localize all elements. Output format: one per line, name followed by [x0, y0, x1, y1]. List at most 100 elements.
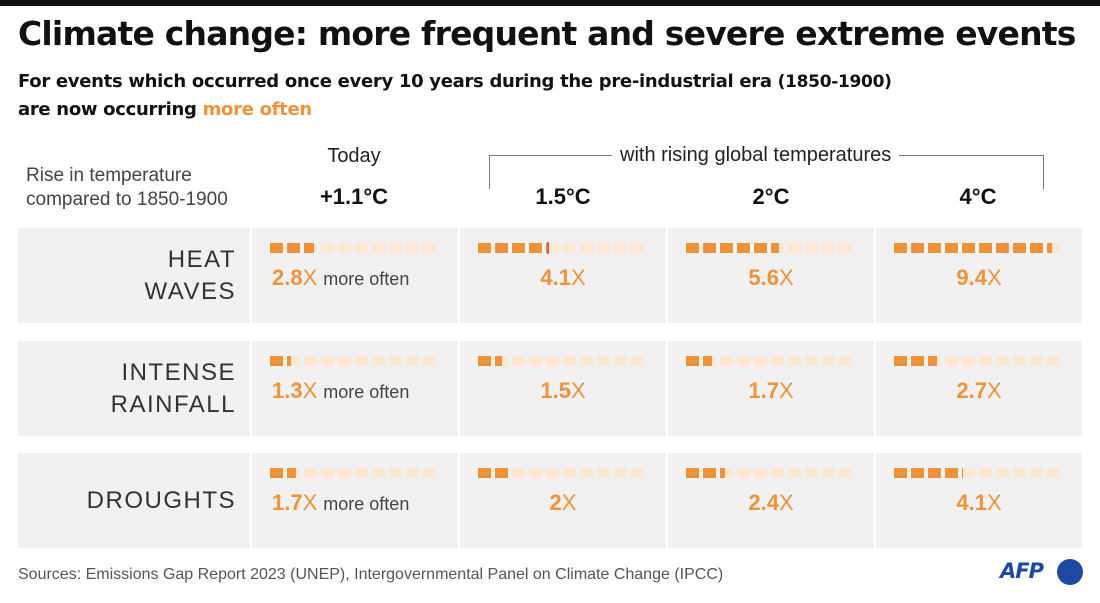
top-rule	[0, 0, 1100, 6]
value-label: 4.1X	[460, 265, 666, 291]
unit-square	[580, 356, 593, 366]
unit-square-fill	[287, 468, 297, 478]
unit-square	[512, 356, 525, 366]
unit-square	[563, 356, 576, 366]
unit-square-fill	[962, 243, 975, 253]
unit-square	[614, 243, 627, 253]
subtitle-part-2: during the pre-industrial era	[489, 71, 772, 92]
unit-square	[911, 243, 924, 253]
value-suffix: more often	[323, 269, 410, 289]
unit-square	[1030, 356, 1043, 366]
unit-square-fill	[495, 356, 502, 366]
value-number: 1.7	[748, 378, 779, 403]
unit-square	[631, 468, 644, 478]
unit-square	[372, 356, 385, 366]
unit-square	[788, 243, 801, 253]
value-label: 2.4X	[668, 490, 874, 516]
value-number: 4.1	[540, 265, 571, 290]
afp-logo: AFP	[1000, 558, 1085, 588]
value-unit: X	[986, 490, 1002, 515]
rise-label-line-2: compared to 1850-1900	[26, 189, 228, 210]
cell-heat-waves-1: 4.1X	[460, 228, 666, 323]
unit-square	[703, 243, 716, 253]
unit-square-fill	[529, 243, 542, 253]
unit-square-fill	[478, 356, 491, 366]
chart-title: Climate change: more frequent and severe…	[18, 14, 1076, 53]
column-temp-today: +1.1°C	[319, 184, 389, 209]
column-temp-1-5: 1.5°C	[535, 184, 591, 209]
unit-square	[614, 356, 627, 366]
row-label-heat-waves: HEAT WAVES	[18, 228, 250, 323]
unit-square	[529, 468, 542, 478]
unit-square	[287, 356, 300, 366]
value-number: 2	[549, 490, 562, 515]
unit-squares	[686, 356, 856, 366]
unit-square	[737, 243, 750, 253]
unit-square	[703, 356, 716, 366]
unit-square-fill	[754, 243, 767, 253]
unit-square-fill	[287, 243, 300, 253]
unit-square	[338, 468, 351, 478]
cell-droughts-1: 2X	[460, 453, 666, 548]
cell-intense-rainfall-3: 2.7X	[876, 341, 1082, 436]
unit-square	[928, 356, 941, 366]
unit-square	[720, 356, 733, 366]
unit-square	[945, 468, 958, 478]
unit-square	[304, 243, 317, 253]
unit-square	[962, 243, 975, 253]
value-label: 1.3X more often	[272, 378, 478, 404]
unit-square	[945, 243, 958, 253]
cell-droughts-3: 4.1X	[876, 453, 1082, 548]
unit-square	[1013, 356, 1026, 366]
unit-square	[614, 468, 627, 478]
value-label: 1.5X	[460, 378, 666, 404]
unit-square	[423, 468, 436, 478]
unit-square	[270, 243, 283, 253]
unit-square	[389, 243, 402, 253]
unit-square	[771, 356, 784, 366]
source-note: Sources: Emissions Gap Report 2023 (UNEP…	[18, 566, 724, 583]
unit-square-fill	[686, 356, 699, 366]
unit-square	[495, 356, 508, 366]
unit-squares	[478, 356, 648, 366]
unit-square	[979, 468, 992, 478]
unit-square	[754, 356, 767, 366]
subtitle-part-4: are now occurring	[18, 99, 197, 120]
unit-squares	[894, 468, 1064, 478]
unit-square	[372, 243, 385, 253]
row-label-intense-rainfall: INTENSE RAINFALL	[18, 341, 250, 436]
value-unit: X	[302, 378, 318, 403]
unit-square	[737, 356, 750, 366]
unit-square	[894, 243, 907, 253]
value-unit: X	[986, 265, 1002, 290]
unit-square-fill	[478, 468, 491, 478]
unit-squares	[478, 242, 648, 254]
unit-square-fill	[703, 243, 716, 253]
unit-square	[406, 468, 419, 478]
cell-heat-waves-2: 5.6X	[668, 228, 874, 323]
value-number: 1.3	[272, 378, 303, 403]
value-unit: X	[561, 490, 577, 515]
unit-square	[928, 468, 941, 478]
unit-square	[580, 243, 593, 253]
unit-square	[597, 468, 610, 478]
subtitle-period: (1850-1900)	[777, 72, 892, 92]
cell-intense-rainfall-1: 1.5X	[460, 341, 666, 436]
unit-square	[686, 356, 699, 366]
value-number: 1.5	[540, 378, 571, 403]
group-label: with rising global temperatures	[612, 144, 900, 167]
value-label: 1.7X	[668, 378, 874, 404]
unit-square	[686, 468, 699, 478]
value-number: 2.7	[956, 378, 987, 403]
unit-square-fill	[703, 356, 713, 366]
unit-square	[304, 468, 317, 478]
unit-square	[389, 356, 402, 366]
unit-square-fill	[287, 356, 291, 366]
value-number: 1.7	[272, 490, 303, 515]
unit-square	[478, 243, 491, 253]
unit-square-fill	[945, 243, 958, 253]
unit-square	[805, 243, 818, 253]
unit-square-fill	[270, 356, 283, 366]
unit-square	[839, 468, 852, 478]
unit-square	[754, 243, 767, 253]
